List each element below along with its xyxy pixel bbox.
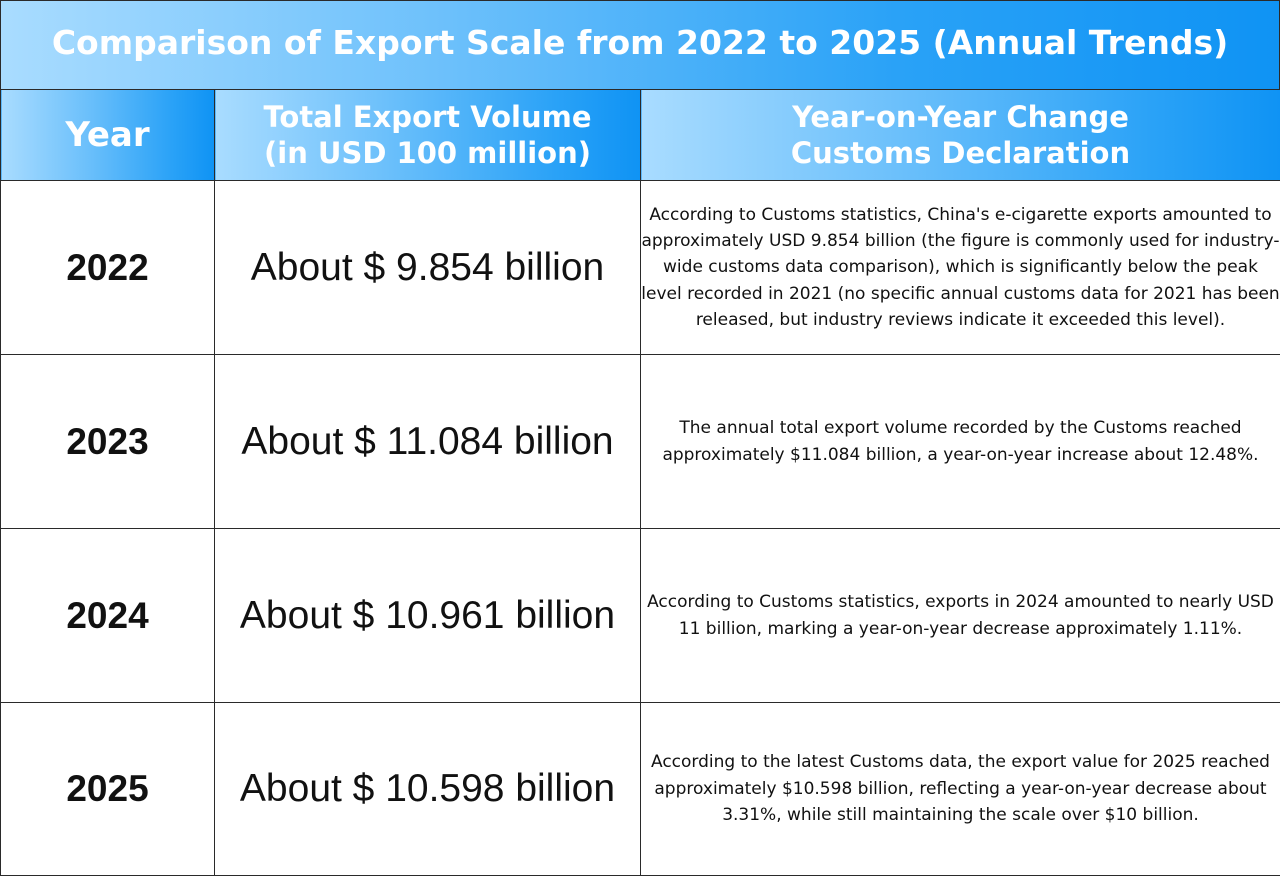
header-total-export-volume: Total Export Volume (in USD 100 million) (215, 90, 641, 181)
header-change-line2: Customs Declaration (641, 135, 1280, 171)
header-volume-line2: (in USD 100 million) (215, 135, 640, 171)
year-cell: 2023 (1, 355, 215, 529)
volume-cell: About $ 10.598 billion (215, 703, 641, 876)
title-bar: Comparison of Export Scale from 2022 to … (0, 0, 1280, 90)
customs-note-cell: According to Customs statistics, exports… (641, 529, 1280, 703)
volume-cell: About $ 10.961 billion (215, 529, 641, 703)
table-row: 2024 About $ 10.961 billion According to… (1, 529, 1280, 703)
table-row: 2023 About $ 11.084 billion The annual t… (1, 355, 1280, 529)
header-volume-line1: Total Export Volume (215, 99, 640, 135)
customs-note-cell: According to Customs statistics, China's… (641, 181, 1280, 355)
header-yoy-change: Year-on-Year Change Customs Declaration (641, 90, 1280, 181)
table-row: 2025 About $ 10.598 billion According to… (1, 703, 1280, 876)
year-cell: 2025 (1, 703, 215, 876)
customs-note-cell: According to the latest Customs data, th… (641, 703, 1280, 876)
year-cell: 2024 (1, 529, 215, 703)
export-table: Year Total Export Volume (in USD 100 mil… (0, 89, 1280, 876)
header-change-line1: Year-on-Year Change (641, 99, 1280, 135)
header-year: Year (1, 90, 215, 181)
customs-note-cell: The annual total export volume recorded … (641, 355, 1280, 529)
table-header-row: Year Total Export Volume (in USD 100 mil… (1, 90, 1280, 181)
volume-cell: About $ 11.084 billion (215, 355, 641, 529)
year-cell: 2022 (1, 181, 215, 355)
table-title: Comparison of Export Scale from 2022 to … (52, 23, 1228, 68)
table-row: 2022 About $ 9.854 billion According to … (1, 181, 1280, 355)
volume-cell: About $ 9.854 billion (215, 181, 641, 355)
